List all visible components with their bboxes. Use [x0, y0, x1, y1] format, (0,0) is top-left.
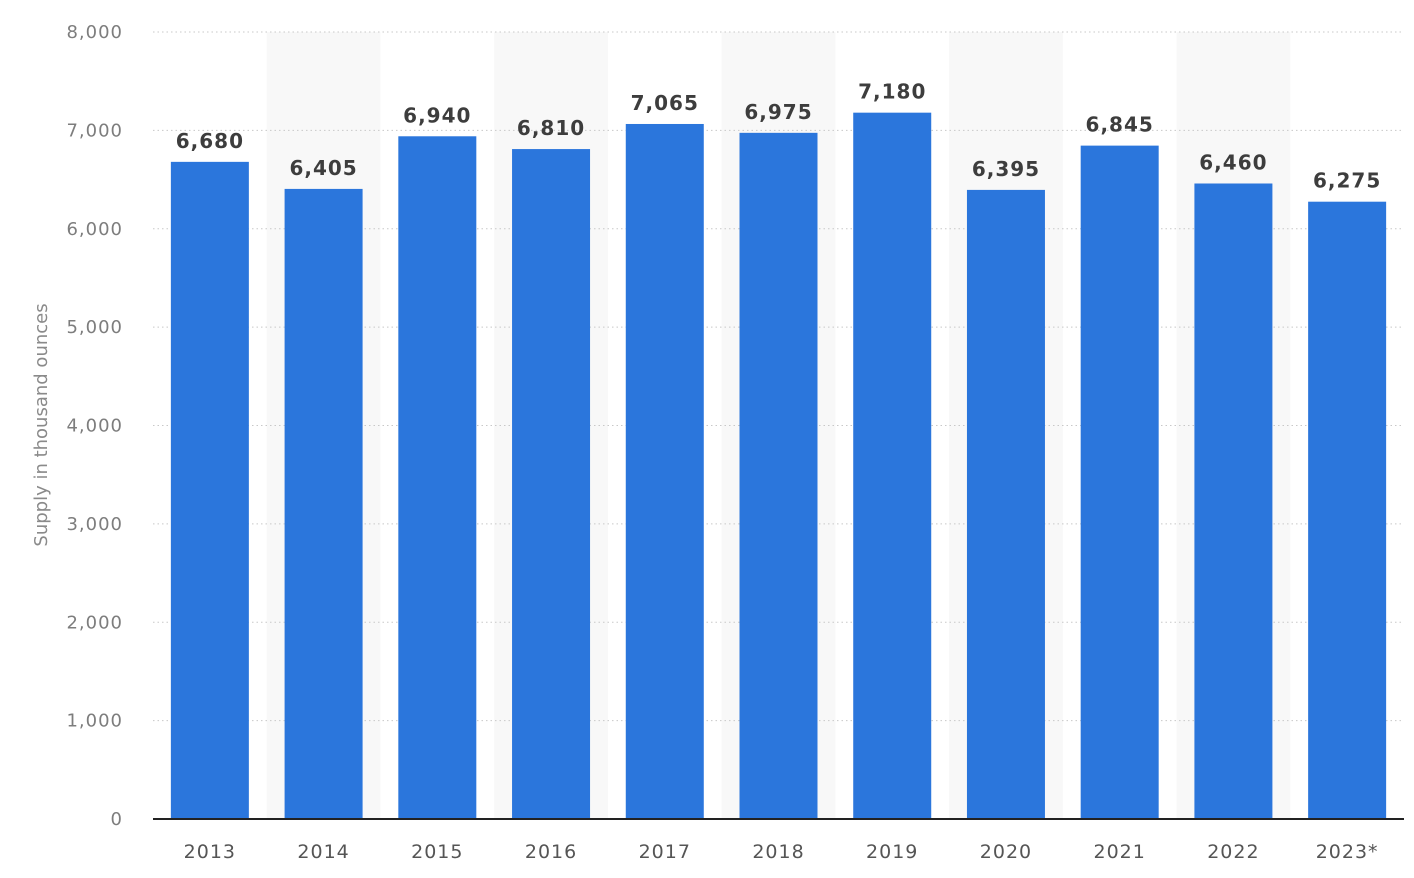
- x-tick-label: 2013: [184, 841, 236, 863]
- data-label: 7,180: [858, 80, 926, 104]
- y-axis-title: Supply in thousand ounces: [31, 303, 52, 546]
- bar-2017[interactable]: [625, 123, 704, 820]
- bar-2018[interactable]: [739, 132, 818, 820]
- bar-2015[interactable]: [398, 136, 477, 820]
- x-tick-label: 2014: [297, 841, 349, 863]
- x-tick-label: 2021: [1094, 841, 1146, 863]
- data-labels: 6,680 6,405 6,940 6,810 7,065 6,975 7,180 6,395…: [176, 80, 1381, 193]
- x-tick-label: 2019: [866, 841, 918, 863]
- x-axis-ticks: 2013 2014 2015 2016 2017 2018 2019 2020 2021 2022…: [184, 841, 1379, 863]
- bar-2014[interactable]: [284, 188, 363, 819]
- y-tick-label: 6,000: [66, 219, 123, 240]
- data-label: 6,975: [744, 100, 812, 124]
- y-tick-label: 1,000: [66, 711, 123, 732]
- data-label: 6,395: [972, 157, 1040, 181]
- y-tick-label: 5,000: [66, 317, 123, 338]
- y-tick-label: 8,000: [66, 22, 123, 43]
- data-label: 6,940: [403, 103, 471, 127]
- y-tick-label: 3,000: [66, 514, 123, 535]
- bars: [170, 112, 1387, 820]
- data-label: 6,460: [1199, 150, 1267, 174]
- x-tick-label: 2018: [752, 841, 804, 863]
- bar-2023[interactable]: [1308, 201, 1387, 819]
- data-label: 6,845: [1086, 113, 1154, 137]
- bar-2019[interactable]: [853, 112, 932, 820]
- bar-2016[interactable]: [512, 149, 591, 819]
- y-tick-label: 7,000: [66, 120, 123, 141]
- x-tick-label: 2020: [980, 841, 1032, 863]
- x-tick-label: 2016: [525, 841, 577, 863]
- data-label: 6,405: [289, 156, 357, 180]
- x-tick-label: 2015: [411, 841, 463, 863]
- bar-2021[interactable]: [1080, 145, 1159, 820]
- y-tick-label: 2,000: [66, 612, 123, 633]
- data-label: 6,275: [1313, 169, 1381, 193]
- y-axis-ticks: 0 1,000 2,000 3,000 4,000 5,000 6,000 7,000 8,00…: [66, 22, 123, 830]
- x-tick-label: 2017: [639, 841, 691, 863]
- bar-2022[interactable]: [1194, 183, 1273, 819]
- bar-2020[interactable]: [966, 189, 1045, 820]
- data-label: 6,680: [176, 129, 244, 153]
- data-label: 6,810: [517, 116, 585, 140]
- x-tick-label: 2022: [1207, 841, 1259, 863]
- bar-2013[interactable]: [170, 161, 249, 820]
- data-label: 7,065: [631, 91, 699, 115]
- y-tick-label: 0: [111, 809, 123, 830]
- x-tick-label: 2023*: [1316, 841, 1379, 863]
- y-tick-label: 4,000: [66, 416, 123, 437]
